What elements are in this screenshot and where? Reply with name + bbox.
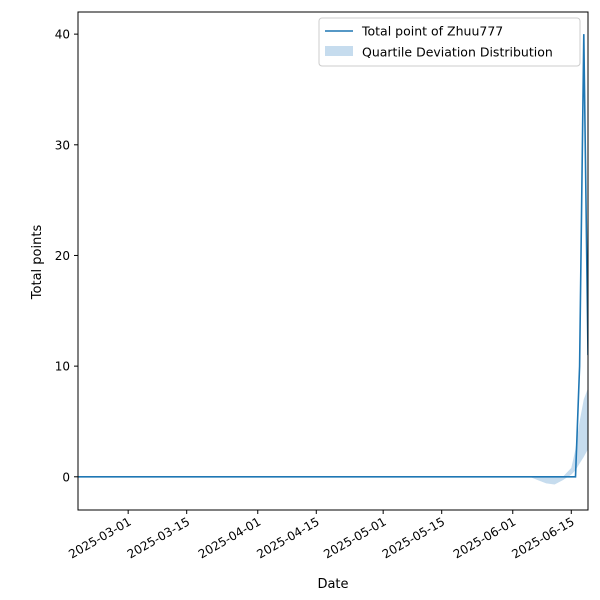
quartile-band	[529, 388, 588, 485]
y-tick-label: 20	[55, 249, 70, 263]
legend: Total point of Zhuu777 Quartile Deviation…	[318, 17, 581, 67]
x-tick-label: 2025-03-15	[125, 514, 192, 561]
x-tick-label: 2025-05-01	[321, 514, 388, 561]
y-tick-label: 30	[55, 138, 70, 152]
x-axis-label: Date	[317, 577, 348, 592]
y-tick-label: 10	[55, 360, 70, 374]
x-tick-label: 2025-03-01	[66, 514, 133, 561]
y-tick-label: 40	[55, 28, 70, 42]
x-tick-label: 2025-04-01	[196, 514, 263, 561]
legend-band-swatch	[325, 46, 353, 56]
total-point-line	[78, 34, 588, 478]
y-axis-label: Total points	[30, 225, 45, 301]
legend-label: Quartile Deviation Distribution	[362, 45, 553, 60]
x-tick-label: 2025-04-15	[254, 514, 321, 561]
legend-box	[318, 17, 581, 67]
x-tick-label: 2025-06-15	[509, 514, 576, 561]
y-tick-label: 0	[62, 470, 70, 484]
plot-frame	[77, 11, 589, 511]
legend-label: Total point of Zhuu777	[361, 24, 503, 39]
x-tick-label: 2025-06-01	[451, 514, 518, 561]
x-tick-label: 2025-05-15	[380, 514, 447, 561]
